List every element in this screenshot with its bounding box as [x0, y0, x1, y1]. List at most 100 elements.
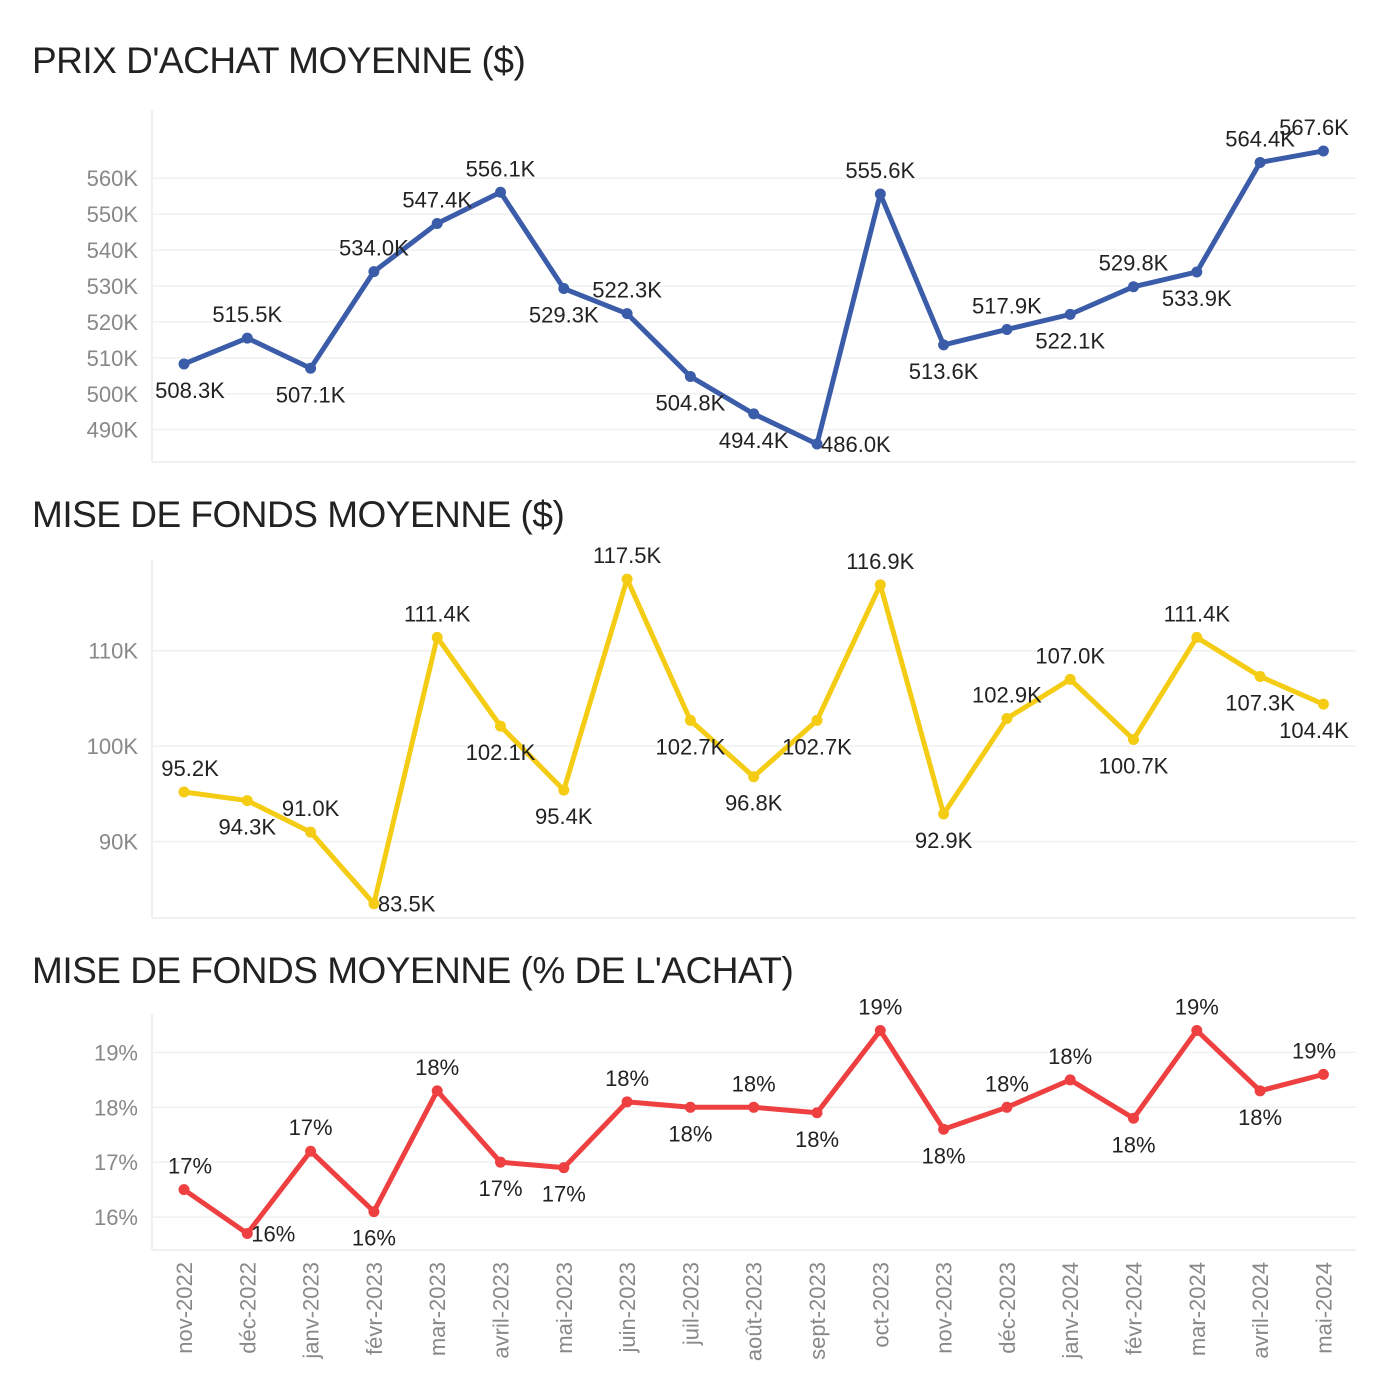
- data-point: [684, 371, 696, 383]
- data-label: 102.9K: [972, 682, 1042, 707]
- data-point: [305, 826, 317, 838]
- data-point: [874, 579, 886, 591]
- data-point: [1064, 1074, 1076, 1086]
- data-point: [305, 362, 317, 374]
- data-point: [684, 1101, 696, 1113]
- data-point: [1001, 323, 1013, 335]
- x-tick-label: nov-2023: [932, 1262, 957, 1354]
- x-tick-label: déc-2023: [995, 1262, 1020, 1354]
- month-axis: nov-2022 déc-2022 janv-2023 févr-2023 mar-20…: [172, 1262, 1336, 1361]
- data-point: [178, 786, 190, 798]
- x-tick-label: sept-2023: [805, 1262, 830, 1360]
- x-tick-label: févr-2024: [1122, 1262, 1147, 1355]
- data-point: [1064, 673, 1076, 685]
- data-label: 567.6K: [1279, 115, 1349, 140]
- data-label: 116.9K: [846, 549, 914, 574]
- data-label: 111.4K: [404, 601, 471, 626]
- chart-title-purchase-price: PRIX D'ACHAT MOYENNE ($): [32, 40, 526, 81]
- x-tick-label: mar-2023: [425, 1262, 450, 1356]
- data-label: 100.7K: [1099, 753, 1169, 778]
- data-point: [938, 339, 950, 351]
- data-label: 111.4K: [1164, 601, 1231, 626]
- data-label: 522.3K: [592, 278, 662, 303]
- data-point: [305, 1145, 317, 1157]
- data-point: [1128, 281, 1139, 293]
- data-point: [621, 573, 633, 585]
- data-label: 95.2K: [161, 756, 219, 781]
- x-tick-label: janv-2023: [299, 1262, 324, 1360]
- data-point: [748, 771, 760, 783]
- x-tick-label: oct-2023: [868, 1262, 893, 1348]
- data-label: 95.4K: [535, 804, 593, 829]
- data-label: 515.5K: [212, 302, 282, 327]
- data-point: [431, 1085, 443, 1097]
- y-tick-label: 100K: [87, 734, 139, 759]
- data-point: [1254, 670, 1266, 682]
- data-label: 513.6K: [909, 359, 979, 384]
- y-tick-label: 110K: [88, 639, 138, 664]
- y-tick-label: 500K: [87, 382, 139, 407]
- data-point: [558, 784, 570, 796]
- data-point: [178, 358, 190, 370]
- data-label: 17%: [289, 1115, 333, 1140]
- x-tick-label: mai-2024: [1311, 1262, 1336, 1354]
- data-label: 16%: [352, 1226, 396, 1251]
- data-point: [558, 283, 570, 295]
- data-label: 17%: [542, 1182, 586, 1207]
- data-point: [431, 631, 443, 643]
- data-point: [1317, 698, 1329, 710]
- data-point: [368, 1206, 380, 1218]
- data-label: 83.5K: [378, 892, 436, 917]
- data-point: [368, 898, 380, 910]
- data-point: [621, 308, 633, 320]
- data-label: 534.0K: [339, 236, 409, 261]
- data-label: 91.0K: [282, 796, 340, 821]
- data-label: 556.1K: [466, 156, 536, 181]
- data-label: 18%: [732, 1071, 776, 1096]
- data-point: [1191, 1024, 1203, 1036]
- chart-title-down-payment: MISE DE FONDS MOYENNE ($): [32, 494, 565, 535]
- data-label: 547.4K: [402, 188, 472, 213]
- data-point: [1001, 1101, 1013, 1113]
- data-label: 19%: [1292, 1038, 1336, 1063]
- data-label: 107.3K: [1225, 690, 1295, 715]
- data-label: 517.9K: [972, 293, 1042, 318]
- data-label: 507.1K: [276, 382, 346, 407]
- data-label: 102.7K: [782, 734, 852, 759]
- data-label: 102.1K: [466, 740, 536, 765]
- data-label: 17%: [478, 1176, 522, 1201]
- data-point: [495, 186, 506, 198]
- data-label: 533.9K: [1162, 286, 1232, 311]
- data-point: [1128, 733, 1139, 745]
- data-point: [748, 408, 760, 420]
- data-label: 107.0K: [1035, 643, 1105, 668]
- y-tick-label: 550K: [87, 202, 139, 227]
- x-tick-label: août-2023: [742, 1262, 767, 1361]
- y-tick-label: 560K: [87, 166, 139, 191]
- data-point: [1191, 631, 1203, 643]
- data-label: 555.6K: [845, 158, 915, 183]
- data-point: [621, 1096, 633, 1108]
- data-point: [178, 1184, 190, 1196]
- data-label: 494.4K: [719, 428, 789, 453]
- y-tick-label: 18%: [94, 1095, 138, 1120]
- y-tick-label: 19%: [94, 1040, 138, 1065]
- data-point: [811, 1107, 823, 1119]
- data-point: [1317, 1068, 1329, 1080]
- data-point: [431, 218, 443, 230]
- series-line: [181, 576, 1326, 907]
- x-tick-label: déc-2022: [235, 1262, 260, 1354]
- series-line: [181, 148, 1326, 447]
- data-point: [495, 720, 506, 732]
- data-label: 529.8K: [1099, 251, 1169, 276]
- data-label: 92.9K: [915, 828, 973, 853]
- y-tick-label: 490K: [87, 418, 139, 443]
- data-label: 522.1K: [1035, 328, 1105, 353]
- data-point: [684, 714, 696, 726]
- data-point: [1317, 145, 1329, 157]
- data-point: [241, 1228, 253, 1240]
- data-point: [938, 1123, 950, 1135]
- data-point: [811, 714, 823, 726]
